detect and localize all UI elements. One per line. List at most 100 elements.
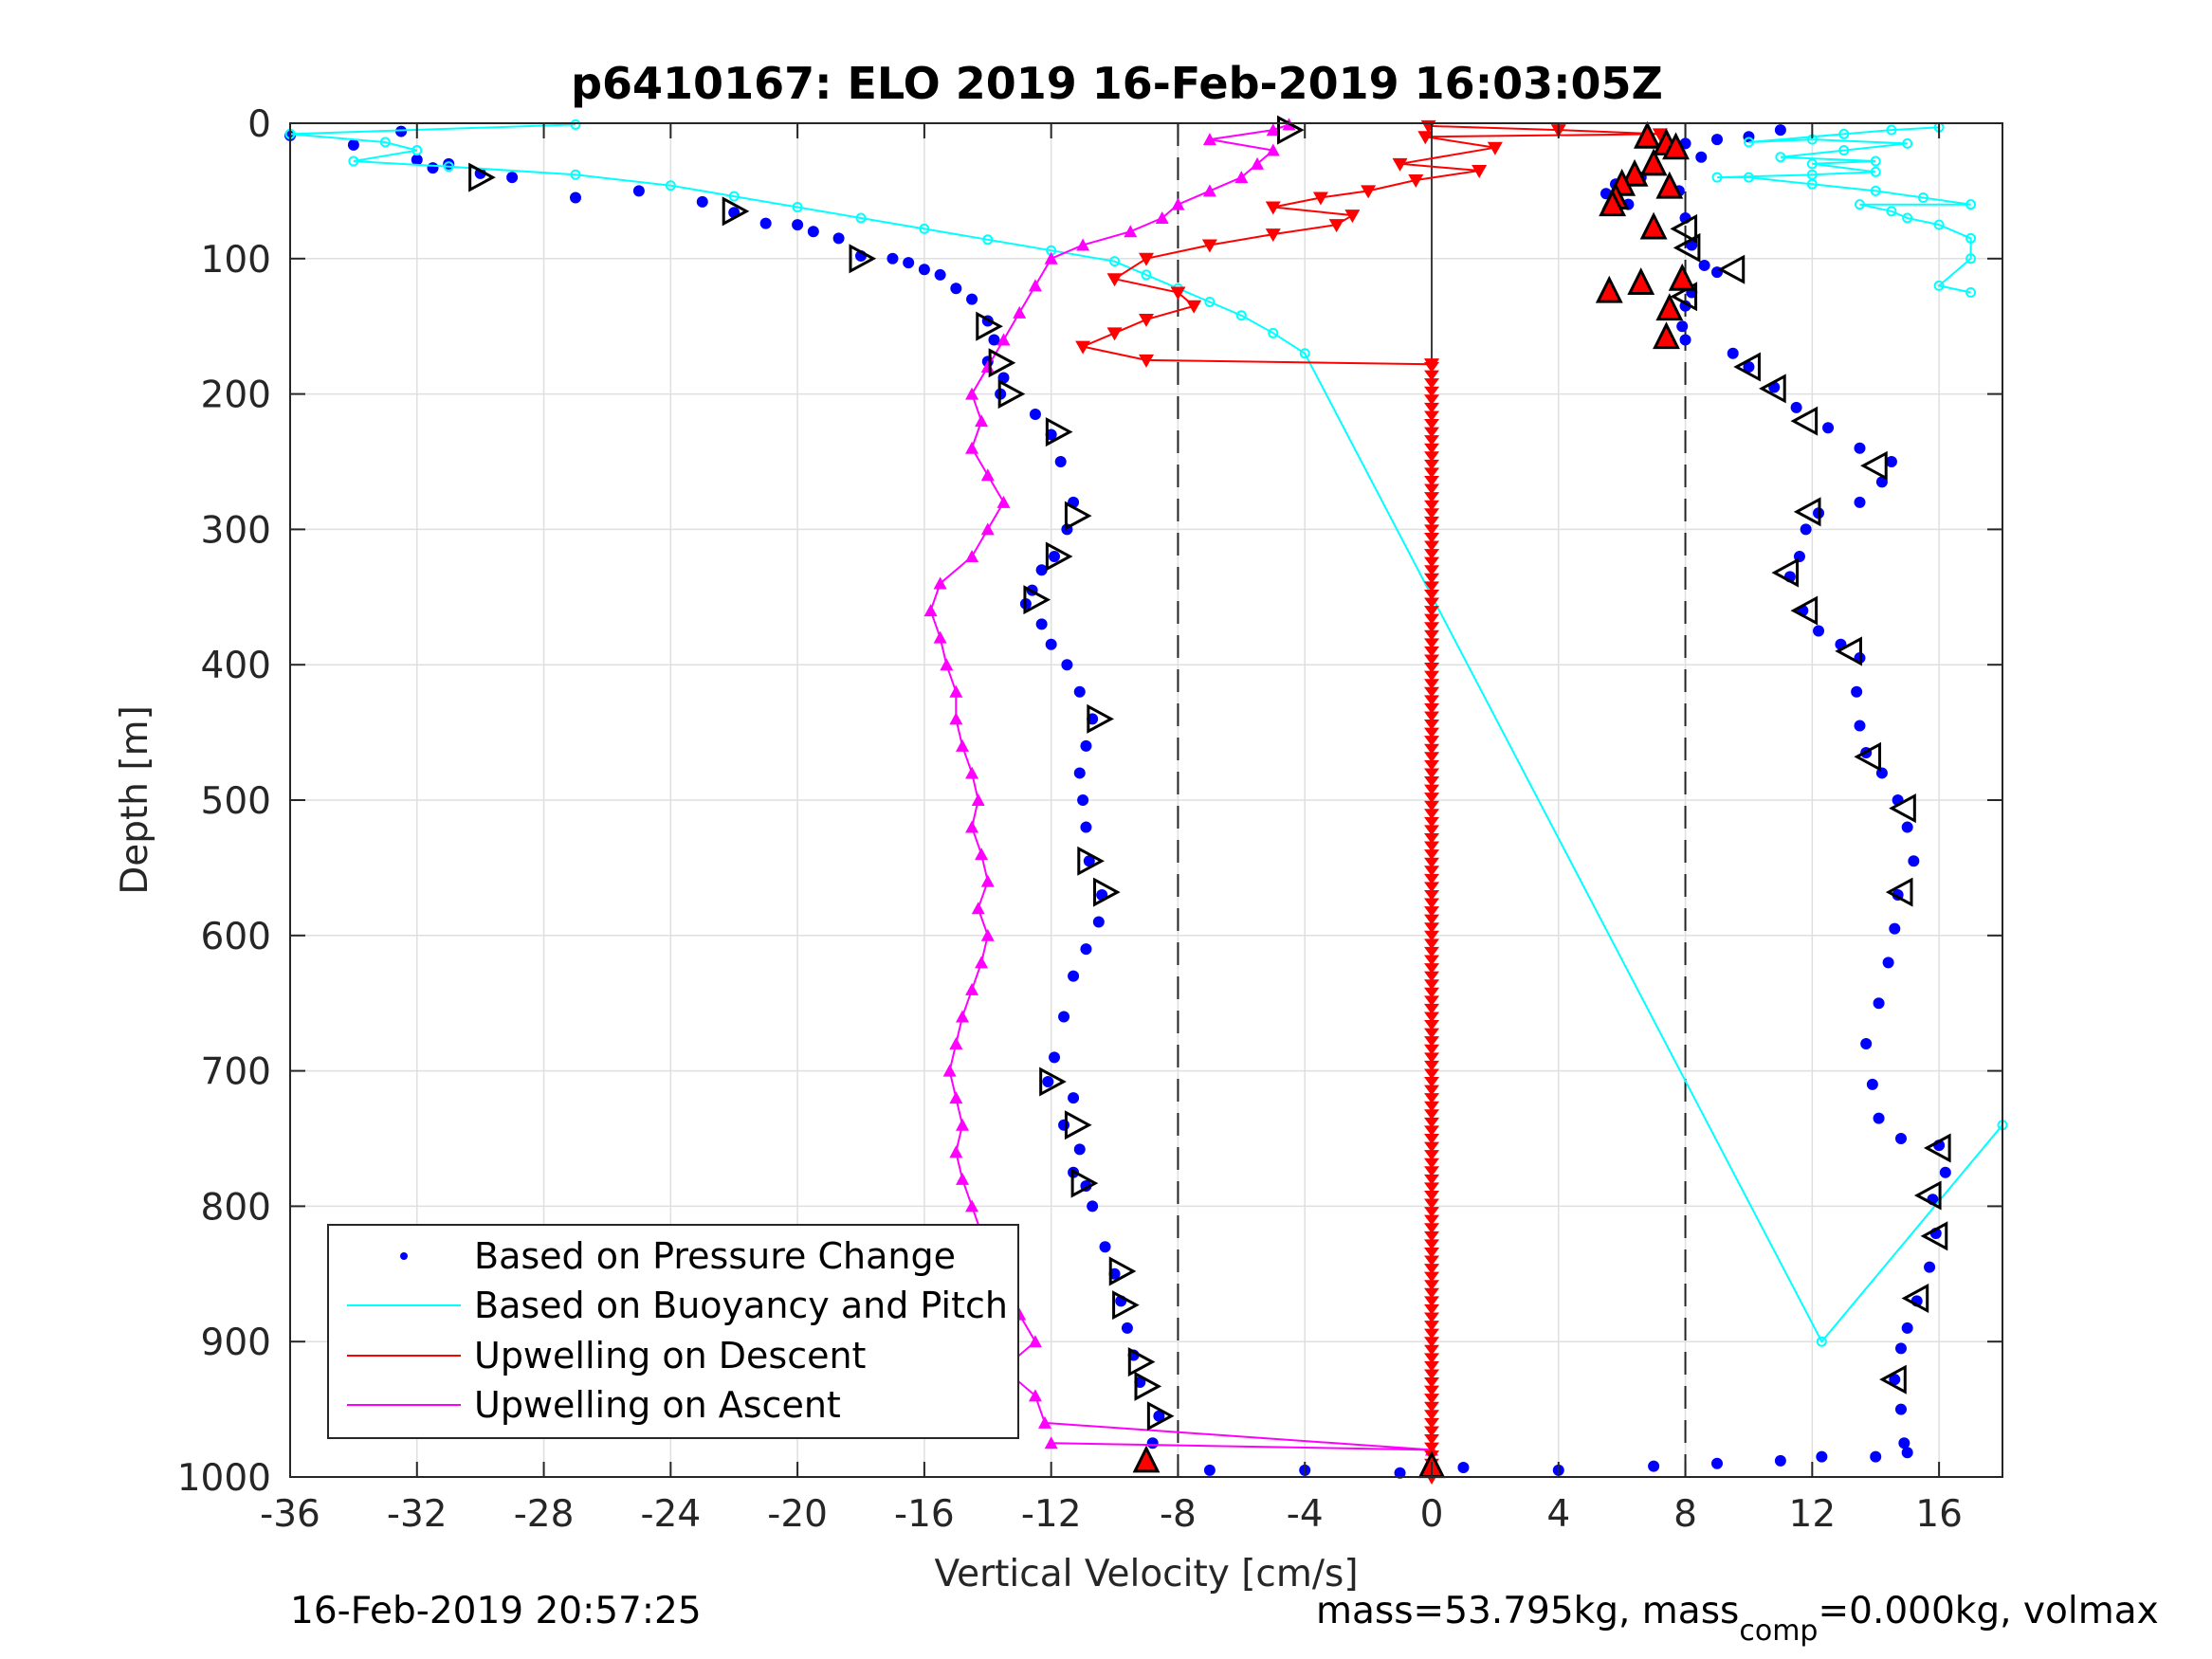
footer-mass-part-1: mass=53.795kg, mass xyxy=(1316,1590,1739,1632)
pressure-point xyxy=(1898,1437,1910,1449)
pressure-point xyxy=(1822,422,1835,434)
descent-upwelling-point xyxy=(1424,1077,1439,1088)
descent-upwelling-point xyxy=(1424,1117,1439,1128)
buoyancy-point xyxy=(443,161,454,173)
ascent-upwelling-point xyxy=(949,712,963,725)
descent-upwelling-point xyxy=(1139,354,1154,368)
descent-upwelling-point xyxy=(1424,394,1439,406)
descent-upwelling-point xyxy=(1424,410,1439,422)
pressure-point xyxy=(1035,564,1048,576)
descent-upwelling-point xyxy=(1424,419,1439,430)
descent-upwelling-point xyxy=(1424,727,1439,738)
descent-upwelling-point xyxy=(1424,524,1439,536)
pressure-point xyxy=(792,219,804,231)
descent-upwelling-point xyxy=(1424,573,1439,584)
pressure-point xyxy=(1676,320,1689,333)
footer-mass-subscript: comp xyxy=(1739,1614,1818,1648)
descent-upwelling-point xyxy=(1424,532,1439,543)
descent-upwelling-point xyxy=(1424,800,1439,811)
descent-upwelling-point xyxy=(1265,228,1281,243)
descent-upwelling-point xyxy=(1424,849,1439,861)
buoyancy-point xyxy=(1965,232,1977,244)
ascent-upwelling-point xyxy=(1266,123,1280,137)
open-triangle-marker xyxy=(997,379,1026,410)
legend-box xyxy=(327,1224,1019,1439)
pressure-point xyxy=(1121,1322,1133,1334)
descent-upwelling-point xyxy=(1424,1223,1439,1234)
footer-mass-part-2: =0.000kg, volmax xyxy=(1818,1590,2158,1632)
descent-upwelling-point xyxy=(1472,164,1488,178)
descent-upwelling-point xyxy=(1424,1328,1439,1340)
descent-upwelling-point xyxy=(1424,1312,1439,1323)
descent-upwelling-point xyxy=(1424,1012,1439,1023)
open-triangle-marker xyxy=(1733,352,1761,382)
ascent-upwelling-point xyxy=(980,928,995,941)
ascent-upwelling-point xyxy=(956,1172,970,1185)
descent-upwelling-point xyxy=(1424,841,1439,852)
descent-upwelling-point xyxy=(1424,492,1439,503)
descent-upwelling-point xyxy=(1424,866,1439,877)
legend-label-buoyancy: Based on Buoyancy and Pitch xyxy=(474,1285,1008,1326)
open-triangle-marker xyxy=(1793,497,1821,527)
pressure-point xyxy=(427,162,439,174)
pressure-point xyxy=(1695,151,1708,163)
open-triangle-marker xyxy=(1923,1133,1951,1163)
buoyancy-point xyxy=(1870,185,1881,196)
descent-upwelling-point xyxy=(1424,1426,1439,1437)
y-tick-label: 700 xyxy=(201,1051,271,1094)
descent-upwelling-point xyxy=(1424,736,1439,747)
descent-upwelling-point xyxy=(1424,1247,1439,1258)
pressure-point xyxy=(1099,1241,1111,1253)
buoyancy-point xyxy=(1816,1336,1827,1347)
descent-upwelling-point xyxy=(1424,581,1439,592)
descent-upwelling-point xyxy=(1424,1158,1439,1169)
open-triangle-marker xyxy=(1835,636,1862,666)
ascent-upwelling-point xyxy=(933,576,947,590)
pressure-point xyxy=(1800,523,1812,536)
descent-upwelling-point xyxy=(1424,1068,1439,1080)
pressure-point xyxy=(1045,638,1057,650)
filled-triangle-marker xyxy=(1655,293,1684,321)
pressure-point xyxy=(1924,1261,1936,1273)
descent-upwelling-point xyxy=(1424,1028,1439,1039)
pressure-point xyxy=(807,226,819,238)
descent-upwelling-point xyxy=(1424,955,1439,966)
legend-label-ascent: Upwelling on Ascent xyxy=(474,1384,841,1426)
pressure-point xyxy=(1885,456,1897,467)
filled-triangle-marker xyxy=(1633,120,1661,149)
ascent-upwelling-point xyxy=(1028,1335,1042,1348)
descent-upwelling-point xyxy=(1424,793,1439,804)
descent-upwelling-point xyxy=(1424,549,1439,560)
open-triangle-marker xyxy=(1064,501,1092,531)
x-axis-label: Vertical Velocity [cm/s] xyxy=(934,1553,1358,1595)
open-triangle-marker xyxy=(849,244,877,274)
ascent-upwelling-point xyxy=(1124,225,1138,238)
descent-upwelling-point xyxy=(1424,752,1439,763)
buoyancy-point xyxy=(1870,166,1881,177)
open-triangle-marker xyxy=(1023,585,1051,615)
descent-upwelling-point xyxy=(1424,857,1439,868)
ascent-upwelling-point xyxy=(942,1064,957,1077)
pressure-point xyxy=(1894,1342,1907,1355)
descent-upwelling-point xyxy=(1424,459,1439,470)
x-tick-label: -20 xyxy=(767,1493,828,1536)
descent-upwelling-point xyxy=(1424,516,1439,527)
descent-upwelling-point xyxy=(1424,1085,1439,1096)
open-triangle-marker xyxy=(1146,1401,1175,1431)
descent-upwelling-point xyxy=(1424,809,1439,820)
buoyancy-point xyxy=(1965,287,1977,298)
descent-upwelling-point xyxy=(1424,370,1439,381)
ascent-upwelling-point xyxy=(1266,143,1280,156)
buoyancy-point xyxy=(1268,327,1279,338)
pressure-point xyxy=(1058,1119,1070,1131)
y-tick-label: 500 xyxy=(201,780,271,823)
descent-upwelling-point xyxy=(1424,483,1439,495)
y-tick-label: 100 xyxy=(201,239,271,282)
ascent-upwelling-point xyxy=(965,766,979,779)
pressure-point xyxy=(1087,1200,1099,1212)
descent-upwelling-point xyxy=(1424,654,1439,665)
open-triangle-marker xyxy=(1885,877,1913,907)
pressure-point xyxy=(1774,1454,1786,1467)
pressure-point xyxy=(1711,1457,1723,1469)
